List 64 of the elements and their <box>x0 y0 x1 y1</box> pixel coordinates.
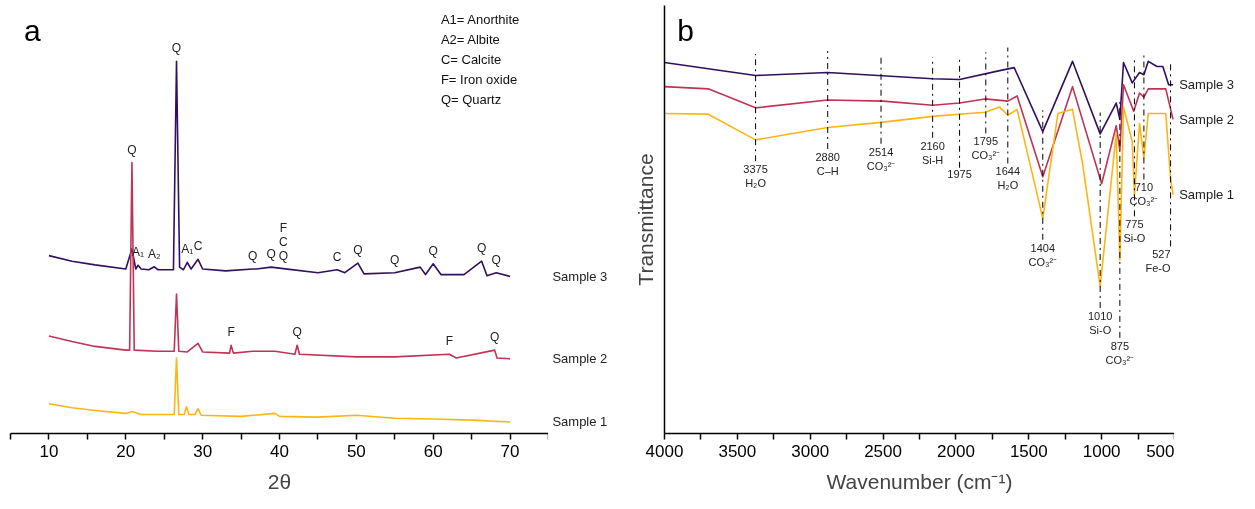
annotation: Q <box>490 330 500 345</box>
text: A1= Anorthite <box>440 12 520 27</box>
x-tick-label: 4000 <box>645 441 684 461</box>
series-label: Sample 1 <box>1179 187 1235 203</box>
annotation: Q <box>292 325 302 340</box>
annotation: Q <box>476 241 487 256</box>
x-tick-label: 40 <box>270 441 289 461</box>
annotation: F <box>445 334 454 349</box>
x-tick-label: 60 <box>423 441 443 461</box>
x-tick-label: 70 <box>500 441 520 461</box>
annotation: A₁ <box>181 242 194 257</box>
annotation: Q <box>171 41 182 56</box>
text: Sample 2 <box>552 351 608 367</box>
ref-line-label: 1644 H₂O <box>995 165 1021 192</box>
text: Sample 1 <box>552 414 608 430</box>
chart-title: b <box>677 13 694 47</box>
annotation: Q <box>353 243 363 258</box>
x-tick-label: 3500 <box>718 441 757 461</box>
ref-line-label: 2160 Si-H <box>920 139 945 166</box>
x-tick-label: 50 <box>346 441 366 461</box>
annotation: Q <box>278 248 289 263</box>
ref-line-label: 710 CO₃²⁻ <box>1129 181 1159 208</box>
ref-line-label: 1404 CO₃²⁻ <box>1028 241 1058 268</box>
ref-line-label: 1010 Si-O <box>1087 309 1113 336</box>
ref-line-label: 1795 CO₃²⁻ <box>971 135 1001 162</box>
series-label: Sample 2 <box>1179 111 1235 127</box>
ref-line-label: 3375 H₂O <box>743 163 768 190</box>
annotation: C= Calcite <box>440 52 502 67</box>
annotation: Q <box>390 252 400 267</box>
annotation: C <box>193 239 203 254</box>
x-tick-label: 3000 <box>791 441 830 461</box>
series-label: Sample 3 <box>1179 77 1235 93</box>
chart-title: a <box>23 13 41 47</box>
annotation: A₂ <box>147 246 161 261</box>
ref-line-label: 2880 C–H <box>815 150 840 177</box>
annotation: Q= Quartz <box>440 92 502 107</box>
y-axis-title: Transmittance <box>633 153 657 286</box>
x-tick-label: 20 <box>116 441 136 461</box>
annotation: C <box>332 249 342 264</box>
annotation: Q <box>247 249 258 263</box>
annotation: Q <box>491 252 501 267</box>
x-tick-label: 2000 <box>937 441 975 461</box>
x-tick-label: 500 <box>1146 441 1175 461</box>
x-axis-title: 2θ <box>267 469 292 493</box>
x-tick-label: 1000 <box>1082 441 1121 461</box>
annotation: C <box>279 234 289 249</box>
ref-line-label: 2514 CO₃²⁻ <box>866 145 896 172</box>
text: A2= Albite <box>440 32 500 47</box>
annotation: F <box>279 220 288 235</box>
x-tick-label: 2500 <box>864 441 902 461</box>
x-axis-title: Wavenumber (cm⁻¹) <box>826 469 1013 493</box>
ref-line-label: 875 CO₃²⁻ <box>1105 339 1135 366</box>
x-tick-label: 30 <box>193 441 213 461</box>
x-tick-label: 10 <box>39 441 59 461</box>
text: Sample 3 <box>552 268 608 284</box>
x-tick-label: 1500 <box>1009 441 1048 461</box>
annotation: Q <box>428 243 438 258</box>
annotation: F= Iron oxide <box>440 72 518 87</box>
ref-line-label: 1975 <box>947 167 972 180</box>
ref-line-label: 527 Fe-O <box>1145 248 1172 275</box>
annotation: Q <box>266 247 276 262</box>
annotation: F <box>227 325 235 340</box>
annotation: Q <box>127 142 137 157</box>
ref-line-label: 775 Si-O <box>1123 218 1146 245</box>
